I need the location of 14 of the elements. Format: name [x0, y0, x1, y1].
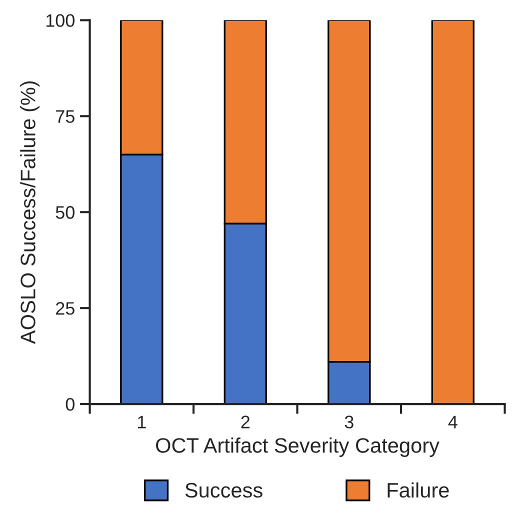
- legend-label: Success: [185, 482, 262, 498]
- bar: [431, 20, 474, 404]
- x-tick-label: 1: [138, 416, 146, 428]
- y-tick-label: 75: [56, 110, 74, 123]
- y-axis-title: AOSLO Success/Failure (%): [20, 81, 40, 344]
- legend-label: Failure: [388, 482, 449, 498]
- x-axis-title: OCT Artifact Severity Category: [156, 438, 440, 457]
- x-tick-label: 3: [344, 416, 354, 428]
- x-tick-label: 4: [448, 416, 458, 428]
- y-tick-label: 0: [66, 398, 74, 411]
- y-tick-label: 100: [46, 14, 74, 27]
- y-tick-label: 25: [56, 302, 74, 315]
- x-tick-label: 2: [241, 416, 250, 428]
- y-tick-label: 50: [56, 206, 74, 219]
